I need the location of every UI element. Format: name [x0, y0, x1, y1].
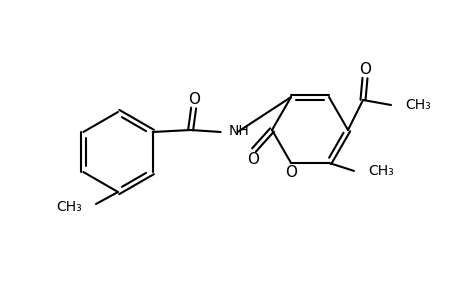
Text: CH₃: CH₃ [367, 164, 393, 178]
Text: CH₃: CH₃ [56, 200, 82, 214]
Text: O: O [358, 61, 370, 76]
Text: O: O [285, 165, 297, 180]
Text: NH: NH [228, 124, 249, 138]
Text: O: O [187, 92, 199, 106]
Text: O: O [246, 152, 258, 166]
Text: CH₃: CH₃ [404, 98, 430, 112]
